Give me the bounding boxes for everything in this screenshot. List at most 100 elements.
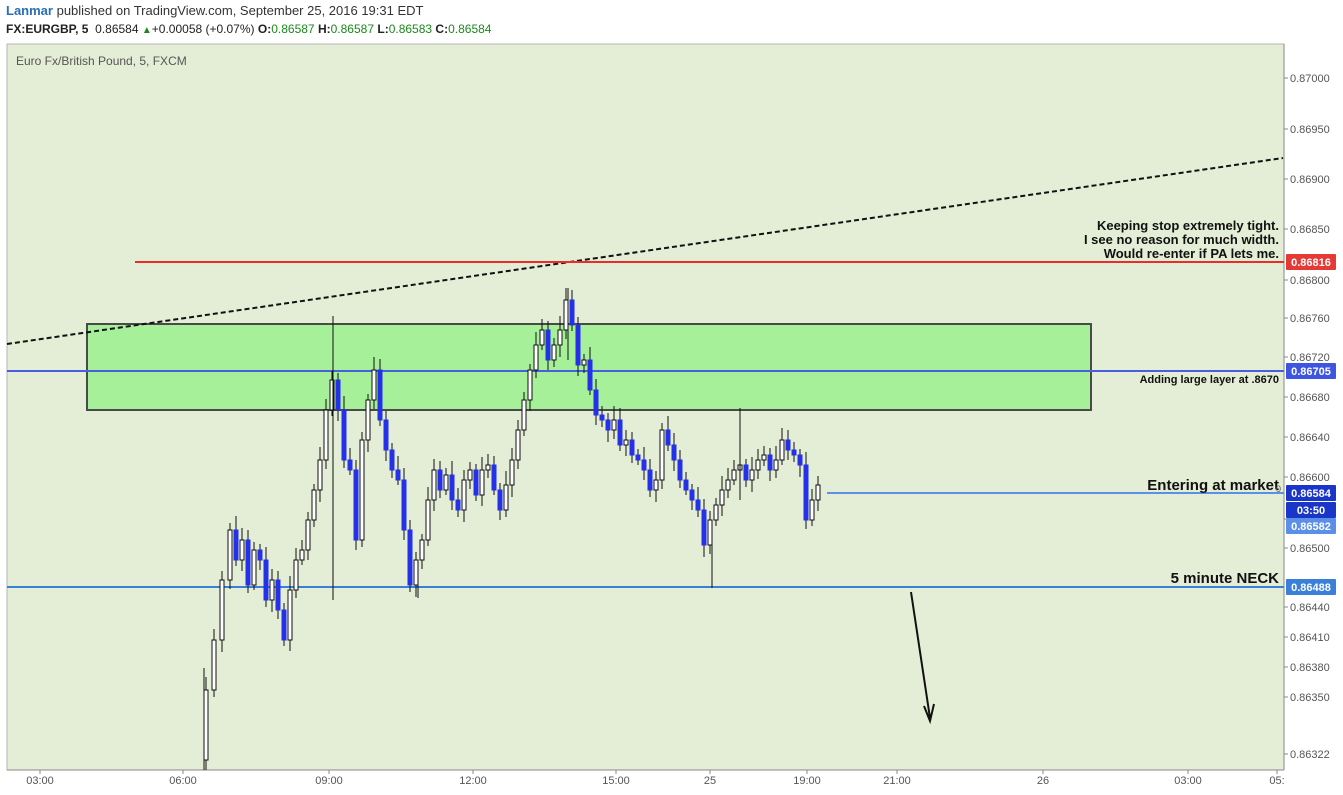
candle [245, 530, 251, 593]
candle [815, 476, 821, 511]
y-tick-label: 0.86640 [1290, 432, 1330, 444]
candle [779, 428, 785, 465]
candle [551, 338, 557, 367]
candle [791, 442, 797, 462]
candle [407, 520, 413, 592]
candle [731, 460, 737, 485]
candle [449, 461, 455, 510]
price-tag: 0.86584 [1286, 485, 1336, 501]
candle [359, 432, 365, 547]
candle [803, 452, 809, 529]
candle [767, 448, 773, 481]
y-tick-label: 0.86600 [1290, 472, 1330, 484]
candle [605, 413, 611, 442]
candle [473, 464, 479, 501]
candle [761, 446, 767, 466]
x-axis-ticks: 03:00 06:00 09:00 12:00 15:00 25 19:00 21:00 26 0… [26, 770, 1285, 787]
candle [305, 512, 311, 560]
candle [809, 489, 815, 526]
price-tag: 0.86705 [1286, 363, 1336, 379]
candle [773, 446, 779, 478]
high-value: 0.86587 [330, 22, 375, 36]
candle [533, 332, 539, 378]
trendline [6, 157, 1284, 345]
open-value: 0.86587 [271, 22, 315, 36]
candle [419, 534, 425, 569]
candle [725, 468, 731, 498]
candle [653, 471, 659, 502]
candle [233, 516, 239, 566]
candle [275, 571, 281, 619]
candle [671, 433, 677, 471]
candle [485, 454, 491, 478]
low-value: 0.86583 [388, 22, 433, 36]
down-arrow-icon [910, 591, 935, 725]
candle [371, 357, 377, 409]
candle [755, 449, 761, 479]
up-arrow-icon: ▲ [141, 25, 152, 36]
candle [713, 498, 719, 526]
candle [659, 423, 665, 489]
candle [707, 511, 713, 554]
entry-note: Entering at market [1147, 477, 1279, 494]
candle [227, 523, 233, 589]
layer-note: Adding large layer at .8670 [1140, 374, 1279, 386]
candle [695, 487, 701, 517]
candle [509, 448, 515, 497]
x-tick-label: 15:00 [602, 775, 630, 787]
close-label: C: [435, 22, 449, 36]
y-tick-label: 0.86322 [1290, 749, 1330, 761]
y-tick-label: 0.86410 [1290, 632, 1330, 644]
y-tick-label: 0.86350 [1290, 692, 1330, 704]
candle [443, 468, 449, 495]
x-tick-label: 03:00 [26, 775, 54, 787]
candle [239, 528, 245, 571]
candle [341, 396, 347, 468]
symbol-label: FX:EURGBP, 5 [6, 22, 89, 36]
candle [527, 364, 533, 411]
candle [425, 487, 431, 546]
candle [539, 319, 545, 350]
stop-note-line-3: Would re-enter if PA lets me. [1104, 246, 1279, 261]
candle [389, 443, 395, 478]
candle [431, 459, 437, 511]
candle [617, 408, 623, 451]
candle [581, 354, 587, 373]
candle [701, 499, 707, 557]
price-tag: 03:50 [1286, 502, 1336, 518]
candles [203, 288, 821, 770]
candle [545, 321, 551, 370]
candle [287, 576, 293, 651]
candle [219, 571, 225, 652]
chart-title: Euro Fx/British Pound, 5, FXCM [16, 54, 187, 68]
candle [299, 540, 305, 565]
y-tick-label: 0.86380 [1290, 662, 1330, 674]
y-tick-label: 0.86500 [1290, 543, 1330, 555]
candle [629, 432, 635, 463]
price-tag: 0.86488 [1286, 579, 1336, 595]
candle [647, 459, 653, 497]
price-tags: 0.86816 0.86705 0.86584 03:50 0.86582 0.86488 [1286, 254, 1336, 595]
price-tag: 0.86582 [1286, 518, 1336, 534]
close-value: 0.86584 [448, 22, 492, 36]
candle [689, 484, 695, 510]
candle [491, 456, 497, 495]
candle [437, 461, 443, 498]
candle [677, 450, 683, 488]
y-tick-label: 0.86440 [1290, 602, 1330, 614]
price-change: +0.00058 (+0.07%) [151, 22, 255, 36]
candle [665, 416, 671, 451]
author-name[interactable]: Lanmar [6, 3, 53, 18]
svg-text:03:50: 03:50 [1297, 505, 1325, 517]
candle [569, 290, 575, 331]
y-tick-label: 0.86850 [1290, 224, 1330, 236]
candle [797, 449, 803, 477]
candle [557, 316, 563, 357]
candle [599, 406, 605, 427]
price-axis[interactable] [1284, 44, 1343, 795]
y-tick-label: 0.86900 [1290, 174, 1330, 186]
x-tick-label: 05: [1269, 775, 1284, 787]
time-axis[interactable] [7, 770, 1284, 795]
candle [347, 448, 353, 475]
